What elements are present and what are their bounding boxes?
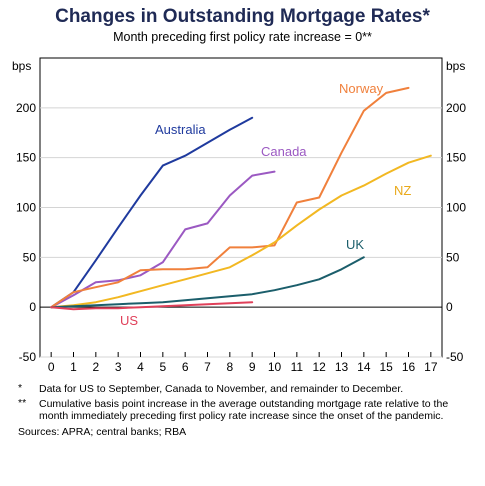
y-tick-label-right: -50 bbox=[446, 350, 464, 364]
x-tick-label: 11 bbox=[291, 360, 304, 374]
x-tick-label: 16 bbox=[402, 360, 416, 374]
sources-line: Sources: APRA; central banks; RBA bbox=[18, 425, 187, 438]
series-line-uk bbox=[50, 256, 365, 309]
chart-title: Changes in Outstanding Mortgage Rates* bbox=[55, 6, 430, 27]
footnote-mark: * bbox=[18, 382, 23, 394]
x-tick-label: 12 bbox=[312, 360, 326, 374]
x-tick-label: 9 bbox=[249, 360, 256, 374]
x-tick-label: 1 bbox=[70, 360, 77, 374]
x-tick-label: 2 bbox=[92, 360, 99, 374]
series-line-australia bbox=[50, 116, 254, 309]
series-line-nz bbox=[50, 154, 432, 309]
series-label-canada: Canada bbox=[261, 144, 307, 159]
series-label-uk: UK bbox=[346, 237, 364, 252]
line-chart: bps bps -50 -50 0 0 50 50 100 100 150 150 200 200 0 1… bbox=[12, 57, 466, 374]
y-tick-label-right: 50 bbox=[446, 250, 460, 264]
x-tick-label: 7 bbox=[204, 360, 211, 374]
y-tick-label-left: -50 bbox=[19, 350, 37, 364]
x-tick-label: 4 bbox=[137, 360, 144, 374]
chart-subtitle: Month preceding first policy rate increa… bbox=[113, 30, 372, 44]
y-tick-label-left: 100 bbox=[16, 201, 36, 215]
x-tick-label: 0 bbox=[48, 360, 55, 374]
footnote: ** Cumulative basis point increase in th… bbox=[18, 397, 468, 423]
footnote-text: Cumulative basis point increase in the a… bbox=[39, 398, 449, 423]
x-tick-label: 6 bbox=[182, 360, 189, 374]
y-tick-label-right: 200 bbox=[446, 101, 466, 115]
series-line-norway bbox=[50, 86, 410, 309]
series-label-us: US bbox=[120, 313, 138, 328]
y-axis-label-right: bps bbox=[446, 59, 465, 73]
series-label-norway: Norway bbox=[339, 81, 384, 96]
y-tick-label-right: 150 bbox=[446, 151, 466, 165]
x-tick-label: 14 bbox=[357, 360, 371, 374]
y-tick-label-left: 200 bbox=[16, 101, 36, 115]
y-axis-label-left: bps bbox=[12, 59, 31, 73]
y-tick-label-left: 0 bbox=[29, 300, 36, 314]
footnote-mark: ** bbox=[18, 397, 27, 410]
x-tick-label: 8 bbox=[226, 360, 233, 374]
series-label-australia: Australia bbox=[155, 122, 206, 137]
footnote: * Data for US to September, Canada to No… bbox=[18, 382, 468, 395]
y-tick-label-right: 0 bbox=[446, 300, 453, 314]
y-tick-label-left: 50 bbox=[23, 250, 37, 264]
x-tick-label: 5 bbox=[159, 360, 166, 374]
footnotes: * Data for US to September, Canada to No… bbox=[18, 382, 468, 438]
x-tick-label: 15 bbox=[379, 360, 393, 374]
x-tick-label: 17 bbox=[424, 360, 438, 374]
series-label-nz: NZ bbox=[394, 183, 411, 198]
x-tick-label: 13 bbox=[335, 360, 349, 374]
series-line-canada bbox=[50, 170, 276, 309]
x-tick-label: 10 bbox=[268, 360, 282, 374]
x-tick-label: 3 bbox=[115, 360, 122, 374]
series-line-us bbox=[50, 301, 254, 311]
y-tick-label-right: 100 bbox=[446, 201, 466, 215]
footnote-text: Data for US to September, Canada to Nove… bbox=[39, 383, 404, 395]
y-tick-label-left: 150 bbox=[16, 151, 36, 165]
